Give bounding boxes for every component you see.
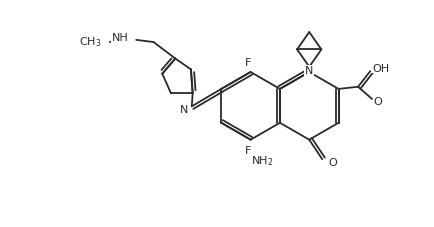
Text: NH$_2$: NH$_2$ <box>251 154 274 168</box>
Text: F: F <box>245 145 252 155</box>
Text: O: O <box>329 157 337 167</box>
Text: N: N <box>305 66 313 76</box>
Text: CH$_3$: CH$_3$ <box>79 35 102 49</box>
Text: F: F <box>245 57 252 67</box>
Text: O: O <box>374 97 382 107</box>
Text: OH: OH <box>372 63 389 73</box>
Text: NH: NH <box>112 33 129 43</box>
Text: N: N <box>180 104 188 114</box>
